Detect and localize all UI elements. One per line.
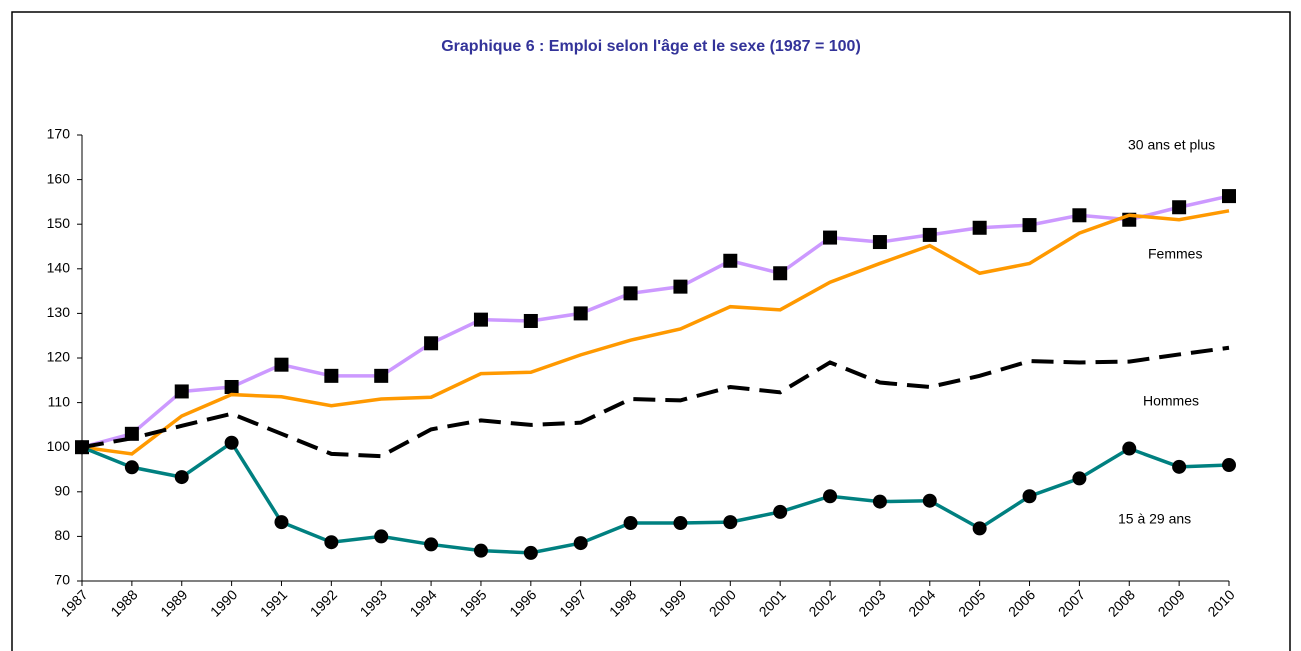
marker: [673, 516, 688, 531]
marker: [473, 312, 488, 327]
marker: [324, 535, 339, 550]
marker: [1022, 218, 1037, 233]
marker: [673, 279, 688, 294]
marker: [922, 227, 937, 242]
x-tick-label: 2004: [905, 586, 938, 619]
x-tick-label: 1990: [207, 586, 240, 619]
y-tick-label: 170: [47, 126, 71, 142]
marker: [1172, 459, 1187, 474]
marker: [872, 494, 887, 509]
y-tick-label: 110: [48, 393, 71, 409]
x-tick-label: 1993: [357, 586, 390, 619]
series-label: 30 ans et plus: [1128, 137, 1215, 153]
x-tick-label: 2010: [1204, 586, 1237, 619]
marker: [773, 266, 788, 281]
series-line: [81, 209, 1230, 456]
x-tick-label: 2007: [1055, 586, 1088, 619]
x-tick-label: 2002: [805, 586, 838, 619]
marker: [374, 529, 389, 544]
marker: [1172, 200, 1187, 215]
marker: [473, 543, 488, 558]
y-tick-label: 90: [54, 483, 70, 499]
x-tick-label: 1995: [456, 586, 489, 619]
y-tick-label: 100: [47, 438, 71, 454]
x-tick-label: 2006: [1005, 586, 1038, 619]
series-label: Hommes: [1143, 393, 1199, 409]
marker: [773, 504, 788, 519]
y-tick-label: 130: [47, 304, 71, 320]
y-tick-label: 120: [47, 349, 71, 365]
x-tick-label: 1988: [107, 586, 140, 619]
x-tick-label: 2005: [955, 586, 988, 619]
chart-title: Graphique 6 : Emploi selon l'âge et le s…: [441, 38, 861, 55]
x-tick-label: 1987: [57, 586, 90, 619]
marker: [623, 286, 638, 301]
y-tick-label: 80: [54, 527, 70, 543]
marker: [523, 545, 538, 560]
marker: [374, 368, 389, 383]
x-tick-label: 1989: [157, 586, 190, 619]
marker: [1022, 489, 1037, 504]
marker: [174, 470, 189, 485]
marker: [274, 357, 289, 372]
x-tick-label: 2009: [1155, 586, 1188, 619]
x-tick-label: 2003: [855, 586, 888, 619]
y-tick-label: 150: [47, 215, 71, 231]
series-line: [81, 345, 1230, 459]
series-line: [81, 440, 1230, 555]
marker: [523, 313, 538, 328]
marker: [972, 521, 987, 536]
x-tick-label: 1996: [506, 586, 539, 619]
marker: [224, 435, 239, 450]
y-tick-label: 160: [47, 170, 71, 186]
marker: [75, 440, 89, 455]
marker: [872, 235, 887, 250]
x-tick-label: 1992: [307, 586, 340, 619]
marker: [174, 384, 189, 399]
marker: [1072, 471, 1087, 486]
marker: [1122, 441, 1137, 456]
x-tick-label: 1999: [656, 586, 689, 619]
chart-frame: [11, 11, 1291, 651]
x-tick-label: 1994: [406, 586, 439, 619]
y-tick-label: 70: [54, 572, 70, 588]
series-label: 15 à 29 ans: [1118, 511, 1191, 527]
marker: [324, 368, 339, 383]
marker: [573, 306, 588, 321]
marker: [723, 253, 738, 268]
series-label: Femmes: [1148, 246, 1202, 262]
marker: [823, 230, 838, 245]
marker: [224, 379, 239, 394]
marker: [1222, 458, 1236, 473]
marker: [623, 516, 638, 531]
marker: [1222, 189, 1236, 204]
marker: [424, 537, 439, 552]
marker: [1072, 208, 1087, 223]
marker: [972, 220, 987, 235]
x-tick-label: 1991: [257, 586, 290, 619]
x-tick-label: 2008: [1105, 586, 1138, 619]
x-tick-label: 2001: [756, 586, 789, 619]
x-tick-label: 1998: [606, 586, 639, 619]
marker: [823, 489, 838, 504]
marker: [723, 515, 738, 530]
x-tick-label: 1997: [556, 586, 589, 619]
marker: [424, 336, 439, 351]
x-tick-label: 2000: [706, 586, 739, 619]
y-tick-label: 140: [47, 260, 71, 276]
marker: [124, 460, 139, 475]
marker: [573, 536, 588, 551]
marker: [922, 493, 937, 508]
series-line: [81, 194, 1230, 449]
marker: [274, 515, 289, 530]
